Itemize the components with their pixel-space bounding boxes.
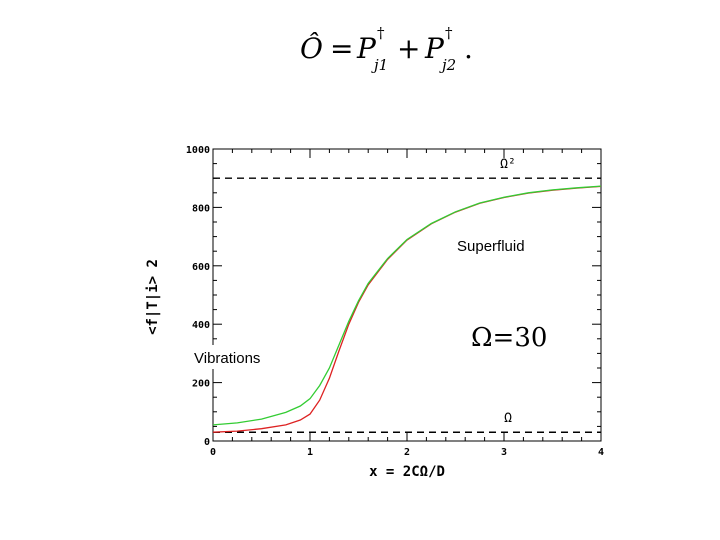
x-axis-title: x = 2CΩ/D	[369, 464, 445, 480]
y-tick-label: 400	[192, 320, 210, 331]
vibrations-label-bg	[192, 345, 284, 369]
transition-strength-chart: 0 1 2 3 4 0 200 400 600 800 1000 Ω² Ω x = 2CΩ/D <f|…	[145, 145, 604, 480]
equation-term1: P	[356, 32, 377, 65]
y-tick-label: 200	[192, 379, 210, 390]
equation-equals: =	[330, 32, 353, 65]
green-series-line	[212, 185, 602, 426]
y-tick-label: 0	[204, 437, 210, 448]
x-tick-label: 1	[307, 447, 313, 458]
y-tick-label: 600	[192, 262, 210, 273]
vibrations-label: Vibrations	[194, 350, 260, 367]
series-layer	[212, 185, 602, 433]
y-tick-label: 1000	[186, 145, 210, 156]
equation-sub2: j2	[439, 56, 456, 74]
equation-plus: +	[397, 32, 420, 65]
equation-sup1: †	[377, 24, 385, 42]
superfluid-label: Superfluid	[457, 238, 525, 255]
equation-lhs: Ô	[300, 31, 323, 65]
x-tick-label: 2	[404, 447, 410, 458]
equation-end: .	[464, 32, 473, 65]
x-tick-label: 3	[501, 447, 507, 458]
y-axis-title: <f|T|i> 2	[145, 259, 161, 335]
operator-equation: Ô = P † j1 + P † j2 .	[300, 24, 473, 74]
reference-line-label: Ω	[504, 411, 512, 426]
equation-sub1: j1	[371, 56, 388, 74]
axis-tick-labels: 0 1 2 3 4 0 200 400 600 800 1000	[186, 145, 604, 458]
x-tick-label: 4	[598, 447, 604, 458]
axis-ticks	[212, 148, 602, 442]
equation-term2: P	[424, 32, 445, 65]
reference-lines: Ω² Ω	[213, 157, 601, 433]
omega-value-label: Ω=30	[471, 323, 547, 353]
y-tick-label: 800	[192, 203, 210, 214]
equation-sup2: †	[445, 24, 453, 42]
red-series-line	[212, 185, 602, 433]
x-tick-label: 0	[210, 447, 216, 458]
reference-line-label: Ω²	[500, 157, 516, 172]
plot-frame	[212, 148, 602, 442]
